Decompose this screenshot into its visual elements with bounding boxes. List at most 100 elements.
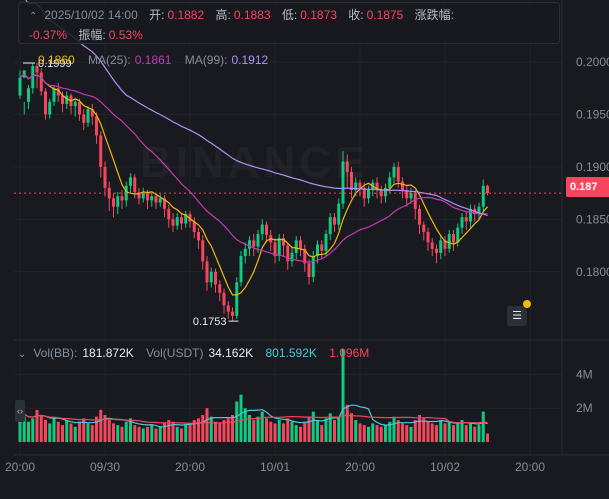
candle: [277, 234, 281, 262]
volume-bar: [214, 421, 217, 442]
ma25-value: 0.1861: [134, 53, 172, 67]
candle-body: [18, 77, 22, 96]
candle-body: [435, 248, 438, 253]
candle-body: [460, 217, 464, 228]
moving-averages: [19, 0, 488, 296]
ma-legend: 0.1860 MA(25): 0.1861 MA(99): 0.1912: [38, 53, 272, 67]
candle: [426, 227, 430, 251]
change-label: 涨跌幅:: [414, 8, 455, 22]
scroll-left-handle[interactable]: ‹›: [15, 400, 25, 422]
volume-bar: [18, 411, 22, 442]
candle-body: [52, 88, 56, 102]
candle: [133, 174, 137, 199]
volume-bar: [396, 420, 400, 442]
candle: [290, 246, 294, 267]
candle-body: [392, 166, 396, 178]
volume-bar: [282, 423, 285, 442]
volume-bar: [486, 433, 489, 442]
candle-body: [214, 271, 217, 285]
volume-bar: [44, 420, 47, 442]
volume-bar: [456, 423, 460, 442]
volume-bar: [439, 420, 443, 442]
volume-bar: [69, 423, 73, 442]
candle-body: [35, 66, 39, 73]
volume-bar: [95, 416, 98, 442]
candle-body: [413, 193, 417, 209]
candle-body: [27, 88, 30, 102]
note-icon[interactable]: ☰: [507, 306, 527, 326]
candle: [184, 210, 188, 228]
candle: [163, 195, 166, 218]
candle-body: [124, 185, 128, 201]
volume-bar: [231, 414, 234, 442]
volume-bar: [65, 420, 69, 442]
candle-body: [345, 161, 349, 173]
volume-bar: [154, 428, 158, 442]
candle: [447, 229, 451, 253]
volume-bar: [316, 420, 319, 442]
candle-body: [447, 234, 451, 249]
volume-bar: [392, 416, 396, 442]
candle-body: [464, 217, 468, 222]
candle: [486, 184, 489, 196]
candle: [69, 93, 73, 115]
candle-body: [277, 238, 281, 257]
candle: [171, 213, 175, 232]
candle-body: [439, 240, 443, 253]
volume-bar: [469, 423, 472, 442]
candle-body: [82, 114, 86, 123]
candle-body: [239, 256, 243, 283]
volume-bar: [133, 425, 137, 442]
chevron-up-icon[interactable]: ⌃: [29, 11, 38, 22]
volume-bar: [435, 425, 438, 442]
candle: [235, 277, 239, 320]
change-value: -0.37%: [29, 28, 68, 42]
candle: [112, 193, 115, 218]
price-grid: [14, 0, 562, 455]
volume-bar: [341, 349, 345, 442]
close-value: 0.1875: [366, 8, 404, 22]
candle-body: [218, 284, 222, 293]
candle-body: [341, 161, 345, 204]
volume-bar: [103, 414, 107, 442]
candle: [65, 91, 69, 110]
candle: [167, 204, 171, 228]
candle: [39, 68, 43, 96]
candle: [345, 154, 349, 188]
candle: [209, 267, 213, 288]
amplitude-value: 0.53%: [108, 28, 143, 42]
volume-bb-value: 181.872K: [82, 346, 134, 360]
candle-body: [324, 234, 328, 251]
volume-bar: [39, 414, 43, 442]
volume-bar: [61, 425, 64, 442]
volume-usdt-label: Vol(USDT): [146, 346, 204, 360]
candle: [286, 242, 290, 270]
candle: [129, 173, 132, 194]
candle-body: [477, 206, 481, 215]
time-tick-label: 20:00: [345, 460, 375, 474]
candle: [107, 181, 111, 211]
close-label: 收:: [348, 8, 364, 22]
volume-bar: [56, 421, 60, 442]
candle-body: [320, 244, 324, 251]
candle: [481, 179, 485, 211]
candle-body: [401, 181, 404, 190]
candle-body: [209, 271, 213, 283]
candle: [341, 151, 345, 209]
volume-bar: [303, 421, 307, 442]
candle: [316, 240, 319, 264]
volume-bar: [243, 408, 247, 442]
chevron-down-icon[interactable]: ⌄: [18, 349, 27, 360]
candle-body: [192, 221, 196, 232]
candle-body: [350, 172, 353, 190]
candle-body: [456, 227, 460, 243]
candle-body: [316, 244, 319, 257]
candle: [154, 193, 158, 209]
low-label: 低:: [281, 8, 298, 22]
volume-bar: [273, 423, 277, 442]
candle: [311, 250, 315, 283]
volume-bar: [112, 423, 115, 442]
volume-tick-label: 4M: [576, 367, 593, 381]
